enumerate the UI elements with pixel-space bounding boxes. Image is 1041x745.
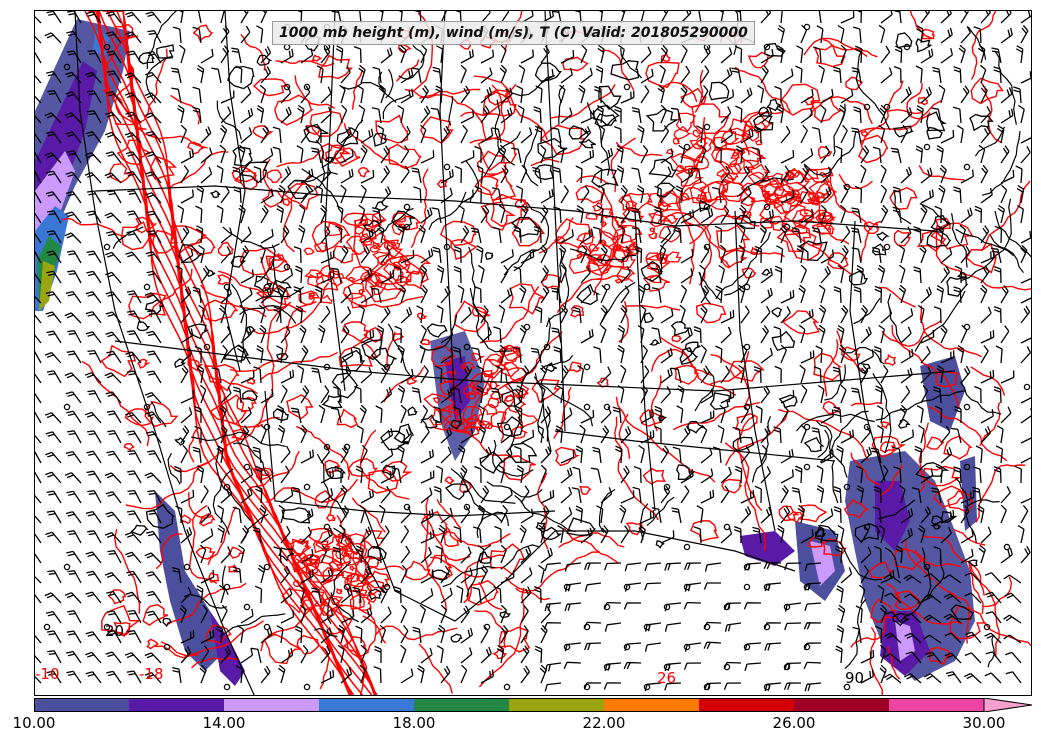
colorbar-tick-label: 10.00 [12, 714, 56, 732]
colorbar-tick-label: 30.00 [962, 714, 1006, 732]
colorbar-segment [699, 698, 795, 712]
colorbar-segment [889, 698, 985, 712]
colorbar-tick-label: 14.00 [202, 714, 246, 732]
colorbar-tick-label: 22.00 [582, 714, 626, 732]
height-contours [112, 11, 1031, 670]
colorbar-segment [129, 698, 225, 712]
contour-label: 20 [105, 622, 124, 640]
contour-label: -18 [139, 665, 164, 683]
colorbar-segment [319, 698, 415, 712]
colorbar-segment [604, 698, 700, 712]
calm-wind-circles [43, 23, 1031, 691]
colorbar-outline [34, 698, 985, 712]
map-title: 1000 mb height (m), wind (m/s), T (C) Va… [272, 21, 755, 45]
contour-label: -10 [35, 665, 60, 683]
contour-label: 26 [657, 669, 676, 687]
colorbar [34, 698, 1032, 712]
contour-label: 90 [845, 669, 864, 687]
colorbar-tick-label: 26.00 [772, 714, 816, 732]
colorbar-segment [34, 698, 130, 712]
colorbar-segment [414, 698, 510, 712]
colorbar-segment [794, 698, 890, 712]
colorbar-tick-label: 18.00 [392, 714, 436, 732]
colorbar-segment [224, 698, 320, 712]
map-canvas: 90 -10 -18 26 20 [35, 11, 1031, 695]
state-borders [74, 11, 956, 695]
contour-labels: 90 -10 -18 26 20 [35, 622, 864, 687]
map-panel: 90 -10 -18 26 20 [34, 10, 1032, 696]
wind-barbs [35, 11, 1031, 692]
colorbar-segment [509, 698, 605, 712]
colorbar-extend-triangle [983, 698, 1032, 712]
